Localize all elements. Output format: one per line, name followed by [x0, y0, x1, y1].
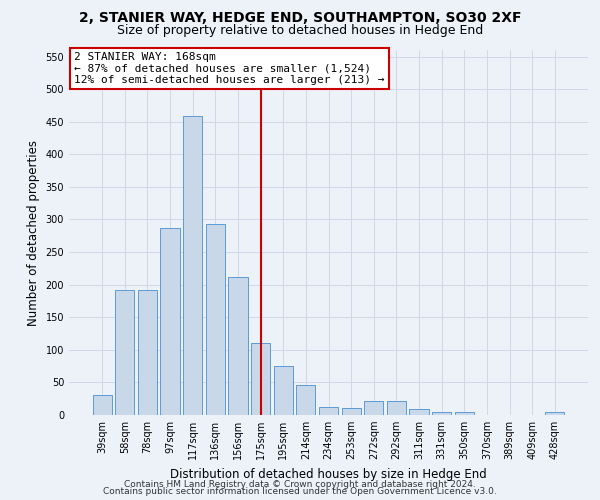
Text: Size of property relative to detached houses in Hedge End: Size of property relative to detached ho… [117, 24, 483, 37]
Bar [296, 385, 316, 415]
Y-axis label: Number of detached properties: Number of detached properties [27, 140, 40, 326]
Text: 2 STANIER WAY: 168sqm
← 87% of detached houses are smaller (1,524)
12% of semi-d: 2 STANIER WAY: 168sqm ← 87% of detached … [74, 52, 385, 85]
Bar [387, 400, 406, 415]
Text: Contains HM Land Registry data © Crown copyright and database right 2024.: Contains HM Land Registry data © Crown c… [124, 480, 476, 489]
X-axis label: Distribution of detached houses by size in Hedge End: Distribution of detached houses by size … [170, 468, 487, 480]
Bar [274, 366, 293, 415]
Bar [364, 400, 383, 415]
Bar [138, 290, 157, 415]
Bar [92, 396, 112, 415]
Bar [160, 228, 180, 415]
Bar [341, 408, 361, 415]
Bar [229, 277, 248, 415]
Text: Contains public sector information licensed under the Open Government Licence v3: Contains public sector information licen… [103, 487, 497, 496]
Bar [206, 224, 225, 415]
Bar [545, 412, 565, 415]
Bar [409, 409, 428, 415]
Bar [183, 116, 202, 415]
Bar [115, 290, 134, 415]
Bar [455, 412, 474, 415]
Text: 2, STANIER WAY, HEDGE END, SOUTHAMPTON, SO30 2XF: 2, STANIER WAY, HEDGE END, SOUTHAMPTON, … [79, 11, 521, 25]
Bar [319, 406, 338, 415]
Bar [432, 412, 451, 415]
Bar [251, 344, 270, 415]
